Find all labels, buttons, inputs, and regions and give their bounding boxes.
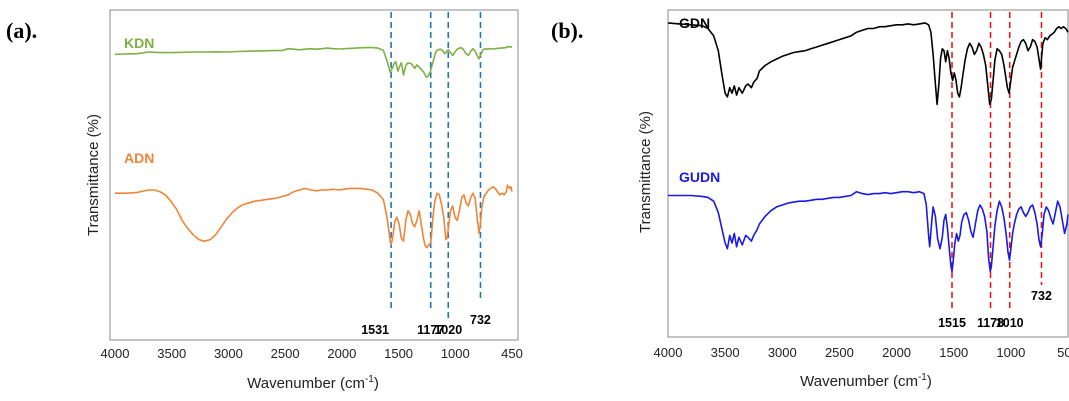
series-line-gudn	[668, 190, 1069, 273]
series-line-gdn	[667, 22, 1069, 106]
x-tick-label: 1000	[996, 345, 1025, 360]
series-label-gdn: GDN	[679, 15, 710, 31]
peak-annotation: 1531	[361, 323, 389, 337]
x-tick-label: 2000	[882, 345, 911, 360]
x-tick-label: 4000	[654, 345, 683, 360]
x-tick-label: 1500	[384, 346, 413, 361]
peak-annotation: 732	[1031, 289, 1052, 303]
x-tick-label: 3500	[157, 346, 186, 361]
panel-a-marker-lines	[390, 12, 482, 318]
x-tick-label: 3000	[768, 345, 797, 360]
peak-annotation: 732	[470, 313, 491, 327]
panel-a-y-axis-label: Transmittance (%)	[85, 114, 102, 236]
peak-annotation: 1010	[996, 316, 1024, 330]
x-tick-label: 4000	[101, 346, 130, 361]
panel-a: (a). Transmittance (%) Wavenumber (cm-1)…	[6, 9, 523, 392]
panel-b-series-labels: GDN GUDN	[679, 15, 720, 185]
peak-annotation: 1178	[977, 316, 1004, 330]
x-tick-label: 2500	[825, 345, 854, 360]
x-tick-label: 2500	[271, 346, 300, 361]
panel-a-plot-frame	[109, 9, 519, 341]
x-tick-label: 1500	[939, 345, 968, 360]
peak-annotation: 1020	[434, 323, 462, 337]
panel-a-label: (a).	[6, 18, 37, 43]
panel-b-label: (b).	[551, 18, 583, 43]
x-tick-label: 3500	[711, 345, 740, 360]
series-line-kdn	[114, 45, 513, 78]
panel-a-series	[114, 45, 513, 249]
x-tick-label: 450	[501, 346, 523, 361]
x-tick-label: 2000	[327, 346, 356, 361]
x-tick-label: 3000	[214, 346, 243, 361]
panel-b-y-axis-label: Transmittance (%)	[637, 111, 654, 233]
panel-b-x-axis-label: Wavenumber (cm-1)	[800, 372, 932, 390]
panel-b-series	[667, 22, 1069, 273]
series-label-adn: ADN	[124, 150, 154, 166]
peak-annotation: 1515	[938, 316, 966, 330]
peak-annotation: 1177	[417, 323, 444, 337]
series-label-kdn: KDN	[124, 35, 154, 51]
series-label-gudn: GUDN	[679, 169, 720, 185]
panel-b: (b). Transmittance (%) Wavenumber (cm-1)…	[551, 9, 1069, 390]
panel-b-x-ticks: 4000 3500 3000 2500 2000 1500 1000 500	[654, 345, 1069, 360]
panel-a-x-axis-label: Wavenumber (cm-1)	[247, 374, 379, 392]
panel-a-series-labels: KDN ADN	[124, 35, 154, 166]
x-tick-label: 500	[1057, 345, 1069, 360]
series-line-adn	[115, 184, 513, 249]
panel-a-x-ticks: 4000 3500 3000 2500 2000 1500 1000 450	[101, 346, 523, 361]
panel-b-plot-frame	[667, 9, 1069, 338]
x-tick-label: 1000	[441, 346, 470, 361]
